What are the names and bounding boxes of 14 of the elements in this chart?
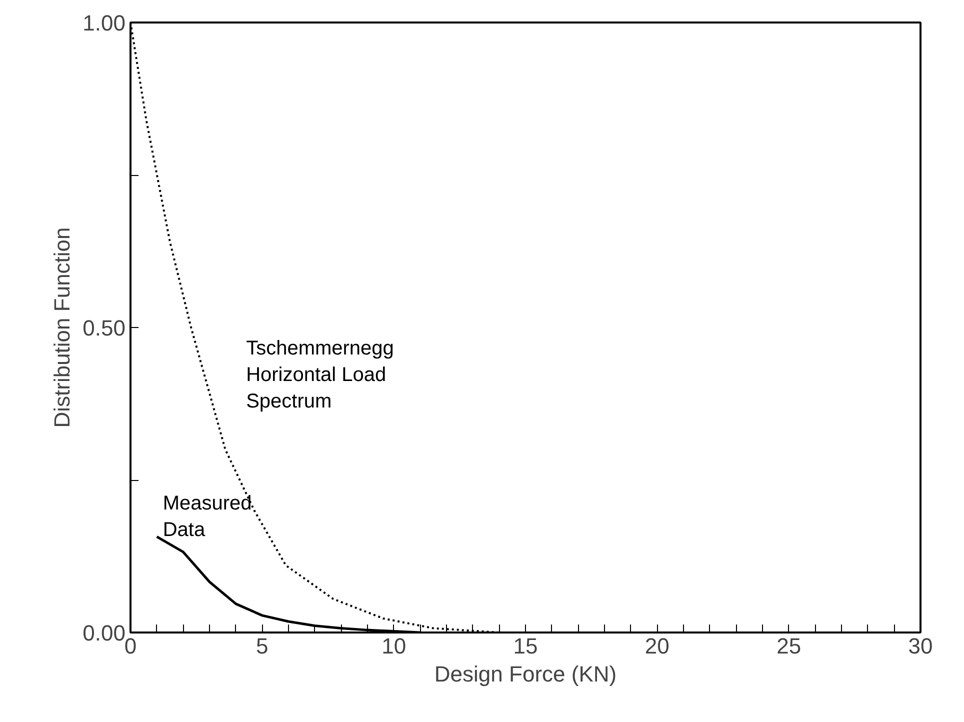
y-axis-title: Distribution Function xyxy=(50,227,75,428)
x-tick-label: 0 xyxy=(124,634,137,658)
y-tick-label: 1.00 xyxy=(82,10,126,36)
x-tick-label: 5 xyxy=(256,634,268,658)
y-tick-label: 0.50 xyxy=(82,316,126,340)
x-tick-label: 30 xyxy=(908,634,933,658)
x-tick-label: 25 xyxy=(776,634,802,658)
x-tick-label: 20 xyxy=(644,634,670,658)
x-tick-label: 15 xyxy=(513,634,538,658)
series-label: Tschemmernegg Horizontal Load Spectrum xyxy=(246,338,394,412)
x-axis-title: Design Force (KN) xyxy=(434,662,617,686)
y-tick-label: 0.00 xyxy=(82,620,126,646)
x-tick-label: 10 xyxy=(382,634,406,658)
series-label: Measured Data xyxy=(162,492,252,542)
